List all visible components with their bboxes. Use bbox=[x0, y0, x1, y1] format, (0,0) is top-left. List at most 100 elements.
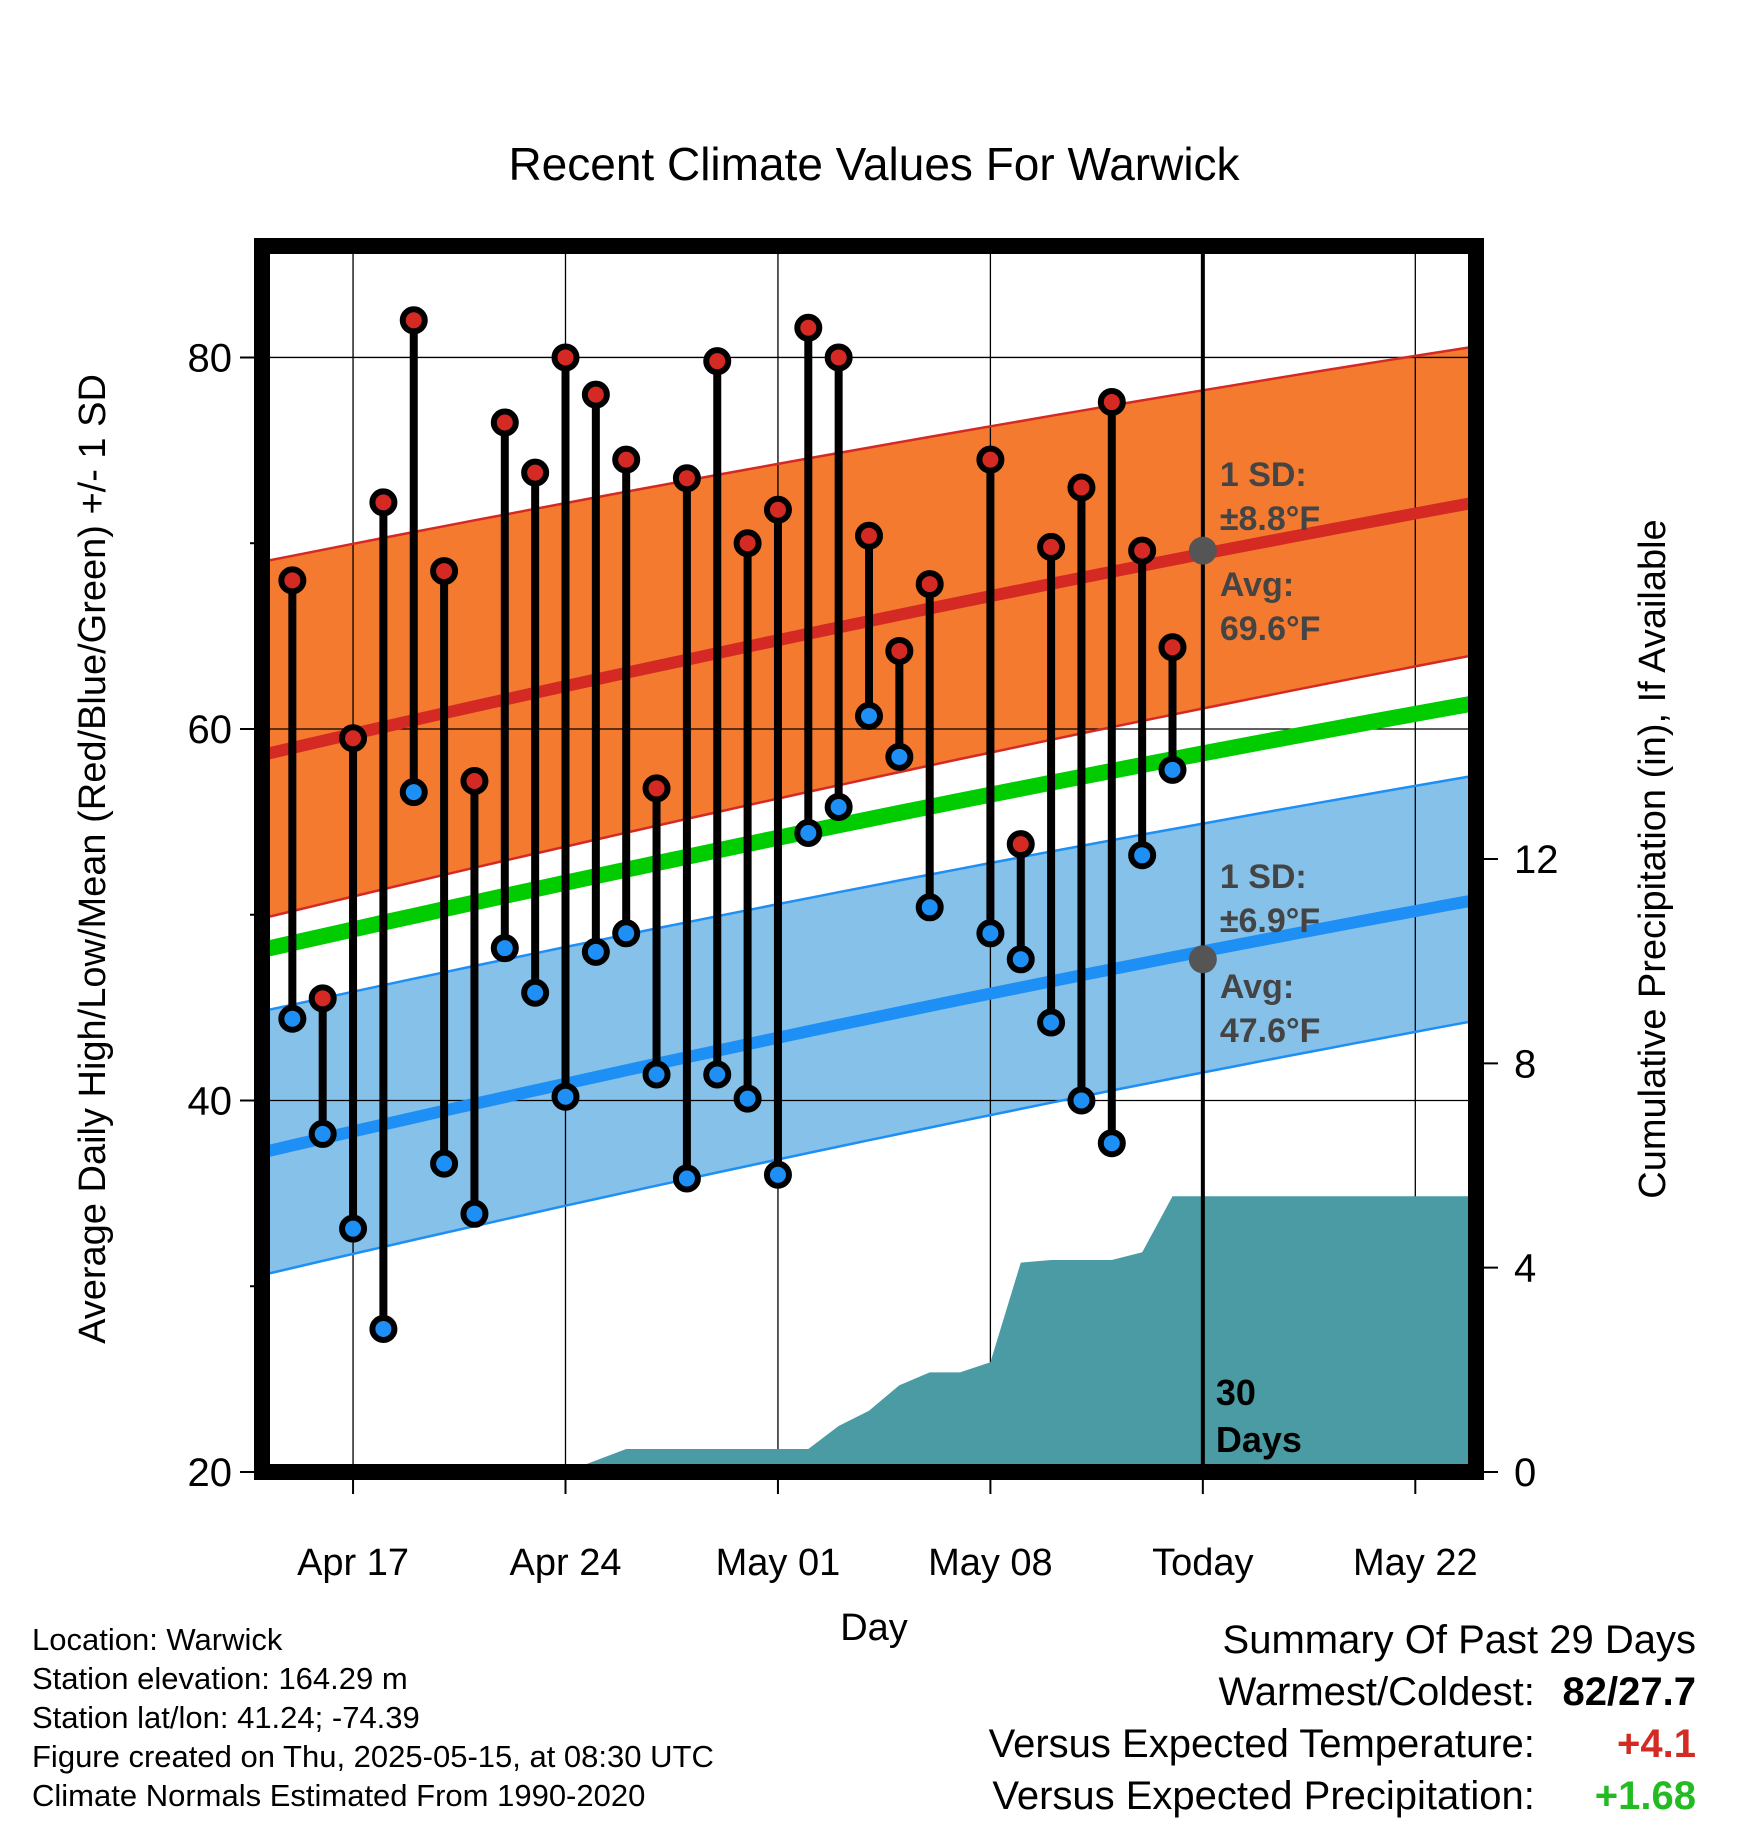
low-avg-dot bbox=[1188, 945, 1217, 974]
high-point bbox=[278, 566, 307, 595]
y2-tick-label: 12 bbox=[1514, 838, 1559, 882]
high-point bbox=[430, 557, 459, 586]
temp-delta-value: +4.1 bbox=[1617, 1722, 1696, 1766]
low-point bbox=[672, 1164, 701, 1193]
low-point bbox=[278, 1004, 307, 1033]
y-tick-label: 40 bbox=[188, 1079, 233, 1123]
latlon-text: Station lat/lon: 41.24; -74.39 bbox=[32, 1700, 420, 1735]
low-mean-line bbox=[262, 893, 1476, 1159]
x-tick-label: May 01 bbox=[716, 1542, 841, 1584]
x-tick-label: Today bbox=[1152, 1542, 1253, 1584]
normals-source-text: Climate Normals Estimated From 1990-2020 bbox=[32, 1778, 646, 1813]
warm-cold-label: Warmest/Coldest: bbox=[1218, 1670, 1535, 1714]
high-point bbox=[976, 445, 1005, 474]
high-point bbox=[915, 570, 944, 599]
high-point bbox=[612, 445, 641, 474]
precip-delta-value: +1.68 bbox=[1594, 1774, 1696, 1818]
y-tick-label: 60 bbox=[188, 708, 233, 752]
high-sd-label: 1 SD: bbox=[1220, 456, 1307, 494]
summary-panel: Summary Of Past 29 Days Warmest/Coldest:… bbox=[989, 1614, 1696, 1822]
low-avg-label: Avg: bbox=[1220, 968, 1294, 1006]
high-point bbox=[794, 313, 823, 342]
location-text: Location: Warwick bbox=[32, 1622, 283, 1657]
warm-cold-row: Warmest/Coldest: 82/27.7 bbox=[989, 1666, 1697, 1718]
daily-stems bbox=[288, 320, 1177, 1329]
low-point bbox=[763, 1160, 792, 1189]
precip-label: Versus Expected Precipitation: bbox=[992, 1774, 1535, 1818]
low-point bbox=[1158, 755, 1187, 784]
temp-row: Versus Expected Temperature: +4.1 bbox=[989, 1718, 1696, 1770]
today-days-label: Days bbox=[1216, 1419, 1302, 1460]
low-point bbox=[1067, 1086, 1096, 1115]
low-point bbox=[581, 937, 610, 966]
low-point bbox=[612, 919, 641, 948]
warm-cold-value: 82/27.7 bbox=[1562, 1670, 1696, 1714]
y2-tick-label: 0 bbox=[1514, 1451, 1536, 1495]
x-axis-label: Day bbox=[840, 1607, 908, 1649]
high-point bbox=[642, 774, 671, 803]
low-point bbox=[703, 1060, 732, 1089]
high-point bbox=[339, 724, 368, 753]
daily-markers bbox=[278, 306, 1187, 1343]
x-tick-label: Apr 17 bbox=[297, 1542, 409, 1584]
y-tick-label: 20 bbox=[188, 1451, 233, 1495]
high-point bbox=[824, 343, 853, 372]
low-avg-value: 47.6°F bbox=[1220, 1012, 1321, 1050]
high-point bbox=[521, 458, 550, 487]
low-point bbox=[339, 1214, 368, 1243]
high-point bbox=[672, 464, 701, 493]
chart-title: Recent Climate Values For Warwick bbox=[508, 138, 1240, 190]
low-sd-lower-line bbox=[262, 1019, 1476, 1277]
high-point bbox=[1006, 830, 1035, 859]
high-point bbox=[855, 521, 883, 550]
axes: 20 40 60 80 0 4 8 12 Apr 17 Apr 24 May 01 May 08 Tod… bbox=[188, 336, 1559, 1584]
low-point bbox=[308, 1119, 337, 1148]
high-point bbox=[1037, 532, 1066, 561]
high-sd-lower-line bbox=[262, 653, 1476, 920]
low-point bbox=[1128, 841, 1157, 870]
y-axis-label: Average Daily High/Low/Mean (Red/Blue/Gr… bbox=[72, 374, 114, 1344]
precip-area bbox=[565, 1196, 1476, 1472]
low-point bbox=[399, 778, 428, 807]
high-point bbox=[399, 306, 428, 335]
low-point bbox=[733, 1084, 762, 1113]
x-tick-label: Apr 24 bbox=[510, 1542, 622, 1584]
low-point bbox=[976, 919, 1005, 948]
annotations: 1 SD: ±8.8°F Avg: 69.6°F 1 SD: ±6.9°F Avg: 47.6… bbox=[1220, 456, 1321, 1050]
low-point bbox=[1097, 1129, 1126, 1158]
high-point bbox=[1097, 388, 1126, 417]
mean-line bbox=[262, 695, 1476, 958]
low-point bbox=[460, 1199, 489, 1228]
low-sd-value: ±6.9°F bbox=[1220, 902, 1320, 940]
high-point bbox=[1128, 536, 1157, 565]
high-point bbox=[490, 408, 519, 437]
low-point bbox=[369, 1314, 398, 1343]
high-avg-label: Avg: bbox=[1220, 566, 1294, 604]
low-point bbox=[642, 1060, 671, 1089]
high-point bbox=[733, 529, 762, 558]
low-point bbox=[551, 1082, 580, 1111]
station-info: Location: Warwick Station elevation: 164… bbox=[32, 1620, 714, 1815]
high-point bbox=[460, 766, 489, 795]
elevation-text: Station elevation: 164.29 m bbox=[32, 1661, 408, 1696]
low-point bbox=[430, 1149, 459, 1178]
low-point bbox=[824, 792, 853, 821]
low-sd-label: 1 SD: bbox=[1220, 858, 1307, 896]
precip-row: Versus Expected Precipitation: +1.68 bbox=[989, 1770, 1696, 1822]
high-point bbox=[1067, 473, 1096, 502]
precip-cumulative-area bbox=[565, 1196, 1476, 1472]
x-tick-label: May 22 bbox=[1353, 1542, 1478, 1584]
high-point bbox=[581, 380, 610, 409]
high-avg-value: 69.6°F bbox=[1220, 610, 1321, 648]
low-point bbox=[794, 818, 823, 847]
today-marker: 30 Days bbox=[1188, 246, 1302, 1472]
y2-tick-label: 4 bbox=[1514, 1247, 1536, 1291]
low-point bbox=[1037, 1008, 1066, 1037]
today-days-label: 30 bbox=[1216, 1372, 1256, 1413]
high-point bbox=[308, 984, 337, 1013]
high-sd-upper-line bbox=[262, 345, 1476, 564]
high-point bbox=[885, 636, 914, 665]
low-point bbox=[885, 742, 914, 771]
temp-label: Versus Expected Temperature: bbox=[988, 1722, 1535, 1766]
y-tick-label: 80 bbox=[188, 336, 233, 380]
